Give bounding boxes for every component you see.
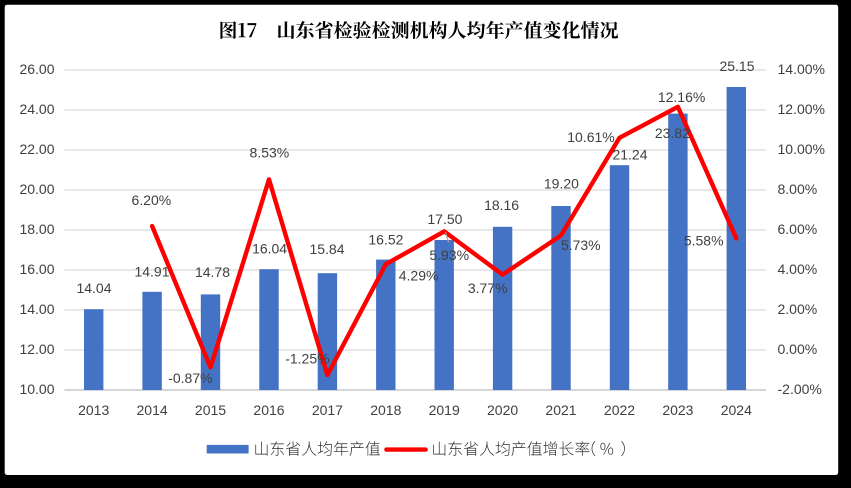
svg-text:-0.87%: -0.87%	[168, 370, 212, 386]
svg-text:4.00%: 4.00%	[778, 261, 818, 277]
svg-text:2022: 2022	[604, 402, 635, 418]
svg-text:2024: 2024	[721, 402, 752, 418]
svg-text:5.58%: 5.58%	[684, 233, 724, 249]
svg-text:14.78: 14.78	[195, 264, 230, 280]
svg-text:6.20%: 6.20%	[132, 192, 172, 208]
svg-text:3.77%: 3.77%	[468, 280, 508, 296]
svg-text:8.00%: 8.00%	[778, 181, 818, 197]
svg-text:8.53%: 8.53%	[250, 144, 290, 160]
svg-text:-1.25%: -1.25%	[285, 351, 329, 367]
svg-text:14.00%: 14.00%	[778, 61, 825, 77]
svg-text:0.00%: 0.00%	[778, 341, 818, 357]
svg-text:16.00: 16.00	[19, 261, 54, 277]
svg-text:16.52: 16.52	[368, 231, 403, 247]
svg-text:2021: 2021	[545, 402, 576, 418]
svg-text:18.00: 18.00	[19, 221, 54, 237]
svg-text:-2.00%: -2.00%	[778, 381, 822, 397]
svg-text:12.00: 12.00	[19, 341, 54, 357]
svg-text:12.00%: 12.00%	[778, 101, 825, 117]
svg-text:18.16: 18.16	[484, 197, 519, 213]
svg-text:2019: 2019	[429, 402, 460, 418]
svg-text:2.00%: 2.00%	[778, 301, 818, 317]
svg-text:10.00: 10.00	[19, 381, 54, 397]
svg-text:12.16%: 12.16%	[658, 89, 705, 105]
svg-text:2023: 2023	[662, 402, 693, 418]
svg-text:2017: 2017	[312, 402, 343, 418]
svg-text:4.29%: 4.29%	[399, 268, 439, 284]
svg-text:10.61%: 10.61%	[567, 129, 614, 145]
svg-text:10.00%: 10.00%	[778, 141, 825, 157]
svg-text:22.00: 22.00	[19, 141, 54, 157]
svg-text:16.04: 16.04	[252, 241, 287, 257]
svg-text:2016: 2016	[253, 402, 284, 418]
svg-text:2013: 2013	[78, 402, 109, 418]
svg-text:2015: 2015	[195, 402, 226, 418]
svg-text:21.24: 21.24	[612, 147, 647, 163]
svg-text:5.93%: 5.93%	[429, 247, 469, 263]
svg-text:23.82: 23.82	[655, 125, 690, 141]
svg-text:17.50: 17.50	[427, 211, 462, 227]
svg-text:14.04: 14.04	[76, 280, 111, 296]
svg-text:20.00: 20.00	[19, 181, 54, 197]
svg-text:5.73%: 5.73%	[561, 237, 601, 253]
svg-text:15.84: 15.84	[309, 241, 344, 257]
svg-text:14.91: 14.91	[134, 263, 169, 279]
svg-text:19.20: 19.20	[544, 176, 579, 192]
svg-text:6.00%: 6.00%	[778, 221, 818, 237]
svg-text:24.00: 24.00	[19, 101, 54, 117]
svg-text:2020: 2020	[487, 402, 518, 418]
svg-text:26.00: 26.00	[19, 61, 54, 77]
svg-text:25.15: 25.15	[719, 58, 754, 74]
svg-text:2018: 2018	[370, 402, 401, 418]
svg-text:2014: 2014	[137, 402, 168, 418]
svg-text:14.00: 14.00	[19, 301, 54, 317]
